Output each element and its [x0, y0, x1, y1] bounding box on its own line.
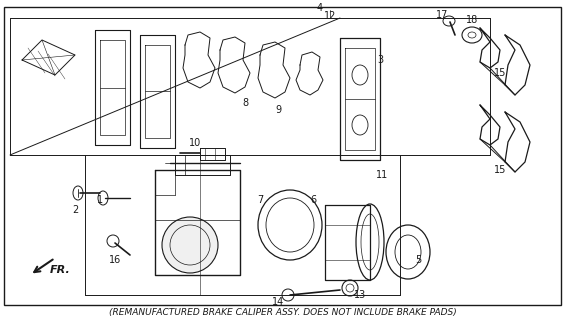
Text: 9: 9	[275, 105, 281, 115]
Text: 1: 1	[97, 195, 103, 205]
Text: 10: 10	[189, 138, 201, 148]
Text: 3: 3	[377, 55, 383, 65]
Text: 6: 6	[310, 195, 316, 205]
Text: 18: 18	[466, 15, 478, 25]
Text: (REMANUFACTURED BRAKE CALIPER ASSY. DOES NOT INCLUDE BRAKE PADS): (REMANUFACTURED BRAKE CALIPER ASSY. DOES…	[108, 308, 457, 316]
Text: 13: 13	[354, 290, 366, 300]
Ellipse shape	[162, 217, 218, 273]
Text: 17: 17	[436, 10, 448, 20]
Text: 12: 12	[324, 11, 336, 21]
Text: 2: 2	[72, 205, 78, 215]
Text: 15: 15	[494, 68, 506, 78]
Text: 11: 11	[376, 170, 388, 180]
Text: 15: 15	[494, 165, 506, 175]
Text: 5: 5	[415, 255, 421, 265]
Text: 16: 16	[109, 255, 121, 265]
Text: 14: 14	[272, 297, 284, 307]
Text: 7: 7	[257, 195, 263, 205]
Text: 8: 8	[242, 98, 248, 108]
Text: 4: 4	[317, 3, 323, 13]
Text: FR.: FR.	[50, 265, 71, 275]
